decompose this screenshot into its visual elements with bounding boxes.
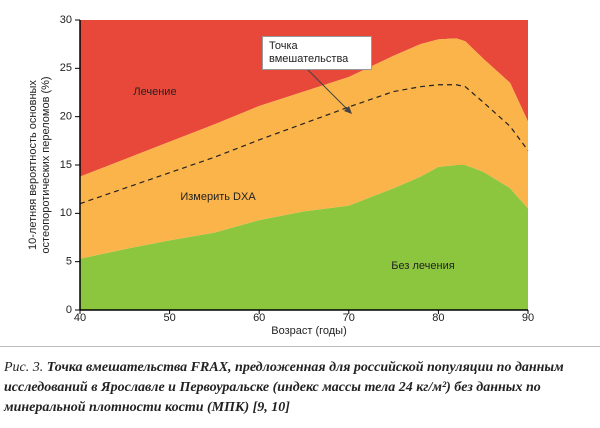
separator bbox=[0, 346, 600, 347]
y-axis-label: 10-летняя вероятность основных остеопоро… bbox=[27, 76, 52, 253]
chart: Возраст (годы) 10-летняя вероятность осн… bbox=[27, 14, 534, 337]
threshold-label: Точка вмешательства bbox=[262, 36, 372, 70]
zone-label: Лечение bbox=[133, 86, 176, 98]
x-tick-label: 80 bbox=[432, 312, 444, 324]
x-axis-label: Возраст (годы) bbox=[271, 325, 347, 337]
y-tick-label: 25 bbox=[60, 62, 72, 74]
plot-area bbox=[79, 20, 529, 310]
x-tick-label: 90 bbox=[522, 312, 534, 324]
caption-text: Точка вмешательства FRAX, предложенная д… bbox=[4, 360, 564, 415]
area bbox=[80, 165, 528, 310]
y-tick-label: 15 bbox=[60, 159, 72, 171]
zone-label: Без лечения bbox=[391, 260, 454, 272]
caption: Рис. 3. Точка вмешательства FRAX, предло… bbox=[4, 358, 594, 418]
x-tick-label: 70 bbox=[343, 312, 355, 324]
x-tick-label: 40 bbox=[74, 312, 86, 324]
area bbox=[80, 38, 528, 259]
y-tick-label: 0 bbox=[66, 304, 72, 316]
x-tick-label: 60 bbox=[253, 312, 265, 324]
y-tick-label: 10 bbox=[60, 207, 72, 219]
annotation-arrow bbox=[299, 61, 351, 113]
arrow-head bbox=[344, 106, 352, 114]
x-tick-label: 50 bbox=[163, 312, 175, 324]
y-tick-label: 20 bbox=[60, 111, 72, 123]
y-axis-label-line: остеопоротических переломов (%) bbox=[40, 76, 52, 253]
zone-label: Измерить DXA bbox=[180, 191, 256, 203]
y-tick-label: 5 bbox=[66, 256, 72, 268]
y-axis-label-line: 10-летняя вероятность основных bbox=[27, 80, 39, 250]
threshold-line bbox=[79, 84, 529, 205]
y-tick-label: 30 bbox=[60, 14, 72, 26]
caption-label: Рис. 3. bbox=[4, 360, 44, 375]
upper-zone bbox=[80, 20, 528, 177]
